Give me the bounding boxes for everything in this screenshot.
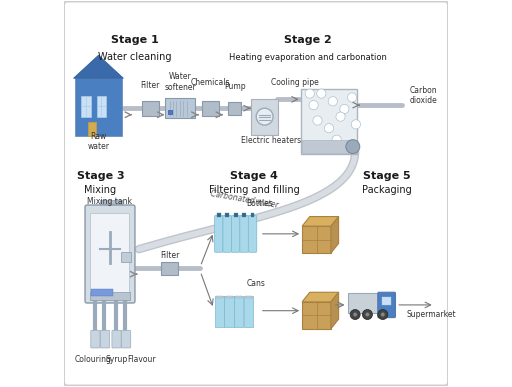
- Text: Syrup: Syrup: [106, 355, 128, 364]
- FancyBboxPatch shape: [90, 292, 130, 300]
- Text: Stage 1: Stage 1: [111, 35, 159, 45]
- Text: Flavour: Flavour: [127, 355, 156, 364]
- FancyBboxPatch shape: [231, 216, 240, 252]
- FancyBboxPatch shape: [244, 296, 253, 327]
- Text: Stage 5: Stage 5: [363, 171, 411, 181]
- FancyBboxPatch shape: [378, 292, 395, 318]
- Text: Electric heaters: Electric heaters: [241, 136, 301, 145]
- Circle shape: [381, 313, 385, 317]
- FancyBboxPatch shape: [88, 122, 96, 136]
- Circle shape: [351, 120, 360, 129]
- FancyBboxPatch shape: [91, 289, 113, 296]
- FancyBboxPatch shape: [217, 213, 221, 217]
- Polygon shape: [302, 217, 338, 226]
- Polygon shape: [74, 55, 123, 78]
- FancyBboxPatch shape: [100, 330, 110, 348]
- Text: Mixing tank: Mixing tank: [88, 197, 133, 205]
- FancyBboxPatch shape: [381, 297, 391, 305]
- Text: Cans: Cans: [247, 279, 265, 288]
- Text: Pump: Pump: [224, 82, 246, 91]
- Text: Stage 3: Stage 3: [77, 171, 124, 181]
- FancyBboxPatch shape: [248, 216, 257, 252]
- Circle shape: [336, 112, 345, 121]
- Circle shape: [332, 135, 342, 144]
- Text: Water
softener: Water softener: [164, 72, 196, 92]
- Text: Filter: Filter: [141, 81, 160, 91]
- FancyBboxPatch shape: [81, 96, 91, 116]
- Text: Filter: Filter: [160, 251, 179, 260]
- FancyBboxPatch shape: [228, 102, 241, 115]
- FancyBboxPatch shape: [167, 110, 172, 114]
- Text: Filtering and filling: Filtering and filling: [209, 185, 300, 195]
- FancyBboxPatch shape: [233, 213, 238, 217]
- FancyBboxPatch shape: [112, 330, 121, 348]
- Circle shape: [350, 310, 360, 320]
- Circle shape: [366, 313, 369, 317]
- FancyBboxPatch shape: [215, 296, 224, 327]
- Circle shape: [317, 89, 326, 98]
- FancyBboxPatch shape: [121, 330, 131, 348]
- FancyBboxPatch shape: [302, 302, 331, 329]
- FancyBboxPatch shape: [234, 296, 243, 327]
- FancyBboxPatch shape: [251, 99, 278, 135]
- Text: Raw
water: Raw water: [88, 132, 110, 151]
- Circle shape: [362, 310, 372, 320]
- FancyBboxPatch shape: [121, 252, 131, 262]
- FancyBboxPatch shape: [302, 140, 356, 153]
- FancyBboxPatch shape: [215, 216, 223, 252]
- Text: Packaging: Packaging: [362, 185, 412, 195]
- Text: Water cleaning: Water cleaning: [98, 52, 172, 62]
- FancyBboxPatch shape: [161, 262, 178, 274]
- Circle shape: [305, 89, 314, 98]
- Polygon shape: [302, 292, 338, 302]
- Text: Stage 4: Stage 4: [230, 171, 278, 181]
- Circle shape: [378, 310, 388, 320]
- Circle shape: [346, 140, 360, 154]
- Circle shape: [256, 108, 273, 125]
- FancyBboxPatch shape: [224, 296, 233, 327]
- FancyBboxPatch shape: [235, 296, 242, 298]
- FancyBboxPatch shape: [91, 330, 100, 348]
- FancyBboxPatch shape: [348, 293, 383, 313]
- FancyBboxPatch shape: [301, 89, 357, 154]
- Text: Bottles: Bottles: [246, 199, 273, 207]
- Text: Chemicals: Chemicals: [191, 77, 230, 87]
- Text: Heating evaporation and carbonation: Heating evaporation and carbonation: [229, 53, 387, 62]
- Circle shape: [348, 93, 357, 102]
- Text: Mixing: Mixing: [84, 185, 116, 195]
- Circle shape: [313, 116, 322, 125]
- FancyBboxPatch shape: [202, 101, 219, 115]
- Polygon shape: [331, 292, 338, 329]
- FancyBboxPatch shape: [245, 296, 252, 298]
- FancyBboxPatch shape: [226, 296, 232, 298]
- FancyBboxPatch shape: [223, 216, 231, 252]
- FancyBboxPatch shape: [302, 226, 331, 253]
- FancyBboxPatch shape: [100, 200, 121, 207]
- Text: Supermarket: Supermarket: [406, 310, 456, 319]
- Circle shape: [340, 104, 349, 113]
- Text: Colouring: Colouring: [74, 355, 111, 364]
- Circle shape: [353, 313, 357, 317]
- FancyBboxPatch shape: [242, 213, 246, 217]
- Circle shape: [309, 101, 318, 110]
- FancyBboxPatch shape: [165, 98, 195, 118]
- Text: Carbonated water: Carbonated water: [210, 189, 279, 210]
- FancyBboxPatch shape: [85, 205, 135, 303]
- FancyBboxPatch shape: [75, 78, 121, 136]
- Text: Cooling pipe: Cooling pipe: [270, 77, 318, 87]
- FancyBboxPatch shape: [225, 213, 229, 217]
- FancyBboxPatch shape: [240, 216, 248, 252]
- FancyBboxPatch shape: [216, 296, 223, 298]
- Text: Stage 2: Stage 2: [284, 35, 332, 45]
- Circle shape: [328, 97, 337, 106]
- FancyBboxPatch shape: [64, 2, 448, 385]
- FancyBboxPatch shape: [97, 96, 106, 116]
- Text: Carbon
dioxide: Carbon dioxide: [409, 86, 437, 105]
- FancyBboxPatch shape: [142, 101, 159, 115]
- FancyBboxPatch shape: [91, 214, 130, 296]
- FancyBboxPatch shape: [250, 213, 254, 217]
- Polygon shape: [331, 217, 338, 253]
- Circle shape: [325, 123, 334, 133]
